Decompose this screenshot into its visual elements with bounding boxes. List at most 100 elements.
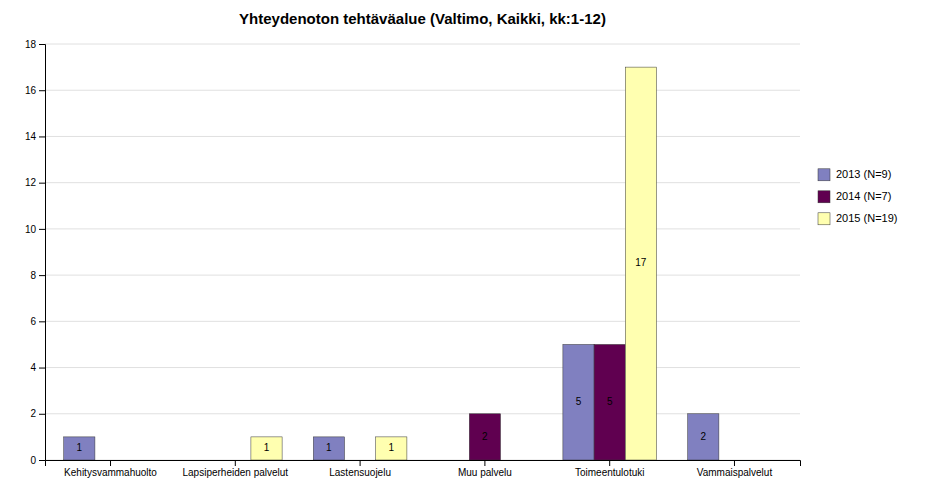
bar-series (469, 344, 625, 460)
x-tick: Kehitysvammahuolto (64, 460, 157, 478)
y-tick-label: 18 (25, 39, 37, 50)
x-tick-mark (235, 460, 236, 466)
legend-label: 2015 (N=19) (836, 212, 897, 224)
y-tick: 14 (25, 131, 45, 142)
grid-line (45, 90, 800, 91)
y-tick: 0 (30, 455, 45, 466)
bar (313, 437, 344, 460)
y-tick: 10 (25, 224, 45, 235)
data-label: 5 (607, 396, 613, 407)
grid-line (45, 367, 800, 368)
y-tick-mark (39, 368, 45, 369)
data-label: 1 (389, 442, 395, 453)
x-tick-label: Kehitysvammahuolto (64, 467, 157, 478)
bar (688, 414, 719, 460)
bar-series (251, 67, 657, 460)
legend-label: 2013 (N=9) (836, 168, 891, 180)
y-axis: 0 2 4 6 8 10 12 14 16 18 (25, 39, 46, 466)
y-tick-label: 12 (25, 177, 37, 188)
grid-line (45, 228, 800, 229)
data-labels: 1152251117 (77, 257, 707, 453)
y-tick: 12 (25, 177, 45, 188)
data-label: 17 (635, 257, 647, 268)
data-label: 1 (264, 442, 270, 453)
x-tick-label: Lastensuojelu (329, 467, 391, 478)
y-tick-label: 14 (25, 131, 37, 142)
grid-line (45, 182, 800, 183)
legend-item: 2015 (N=19) (818, 212, 897, 225)
y-tick-label: 0 (30, 455, 36, 466)
y-tick-mark (39, 275, 45, 276)
y-tick-mark (39, 136, 45, 137)
x-tick-mark (110, 460, 111, 466)
bar (750, 460, 781, 461)
y-tick: 4 (30, 362, 45, 373)
grid-line (45, 321, 800, 322)
x-tick-mark (734, 460, 735, 466)
y-tick-mark (39, 90, 45, 91)
chart-svg: 024681012141618KehitysvammahuoltoLapsipe… (0, 0, 925, 500)
x-tick-label: Vammaispalvelut (697, 467, 773, 478)
bar (95, 460, 126, 461)
x-tick: Vammaispalvelut (697, 460, 773, 478)
y-tick-label: 16 (25, 85, 37, 96)
x-tick-mark (484, 460, 485, 466)
legend-swatch (818, 191, 830, 203)
y-tick-mark (39, 44, 45, 45)
legend: 2013 (N=9) 2014 (N=7) 2015 (N=19) (818, 168, 897, 225)
y-tick: 18 (25, 39, 45, 50)
bar (563, 344, 594, 460)
y-tick-label: 4 (30, 362, 36, 373)
chart-title: Yhteydenoton tehtäväalue (Valtimo, Kaikk… (239, 10, 606, 27)
bar (625, 67, 656, 460)
y-tick-label: 2 (30, 408, 36, 419)
data-label: 2 (701, 431, 707, 442)
x-tick: Toimeentulotuki (575, 460, 644, 478)
y-tick-mark (39, 460, 45, 461)
legend-item: 2013 (N=9) (818, 168, 891, 181)
bar (719, 460, 750, 461)
bars (64, 67, 719, 460)
y-tick: 6 (30, 316, 45, 327)
bar (220, 460, 251, 461)
y-tick-label: 10 (25, 224, 37, 235)
bar (500, 460, 531, 461)
data-label: 2 (482, 431, 488, 442)
y-axis-line (39, 45, 46, 461)
grid-line (45, 275, 800, 276)
plot-area: 024681012141618KehitysvammahuoltoLapsipe… (25, 39, 801, 478)
x-tick-label: Lapsiperheiden palvelut (182, 467, 288, 478)
y-tick: 16 (25, 85, 45, 96)
bar (594, 344, 625, 460)
bar (469, 414, 500, 460)
y-tick: 8 (30, 270, 45, 281)
y-tick: 2 (30, 408, 45, 419)
bar (345, 460, 376, 461)
x-tick-mark (609, 460, 610, 466)
y-tick-mark (39, 183, 45, 184)
bar-series (64, 344, 719, 460)
x-tick-label: Toimeentulotuki (575, 467, 644, 478)
y-tick-mark (39, 229, 45, 230)
legend-swatch (818, 169, 830, 181)
grid-line (45, 136, 800, 137)
x-tick-label: Muu palvelu (458, 467, 512, 478)
x-tick: Lapsiperheiden palvelut (182, 460, 288, 478)
grid-line (45, 44, 800, 45)
data-label: 1 (326, 442, 332, 453)
x-axis: Kehitysvammahuolto Lapsiperheiden palvelu… (46, 460, 801, 478)
data-label: 1 (77, 442, 83, 453)
x-axis-line (46, 461, 801, 467)
y-tick-mark (39, 321, 45, 322)
y-tick-label: 8 (30, 270, 36, 281)
bar (438, 460, 469, 461)
legend-item: 2014 (N=7) (818, 190, 891, 203)
y-tick-mark (39, 414, 45, 415)
x-tick: Muu palvelu (458, 460, 512, 478)
bar (126, 460, 157, 461)
grid (45, 44, 800, 460)
bar (64, 437, 95, 460)
bar (376, 437, 407, 460)
y-tick-label: 6 (30, 316, 36, 327)
grid-line (45, 413, 800, 414)
